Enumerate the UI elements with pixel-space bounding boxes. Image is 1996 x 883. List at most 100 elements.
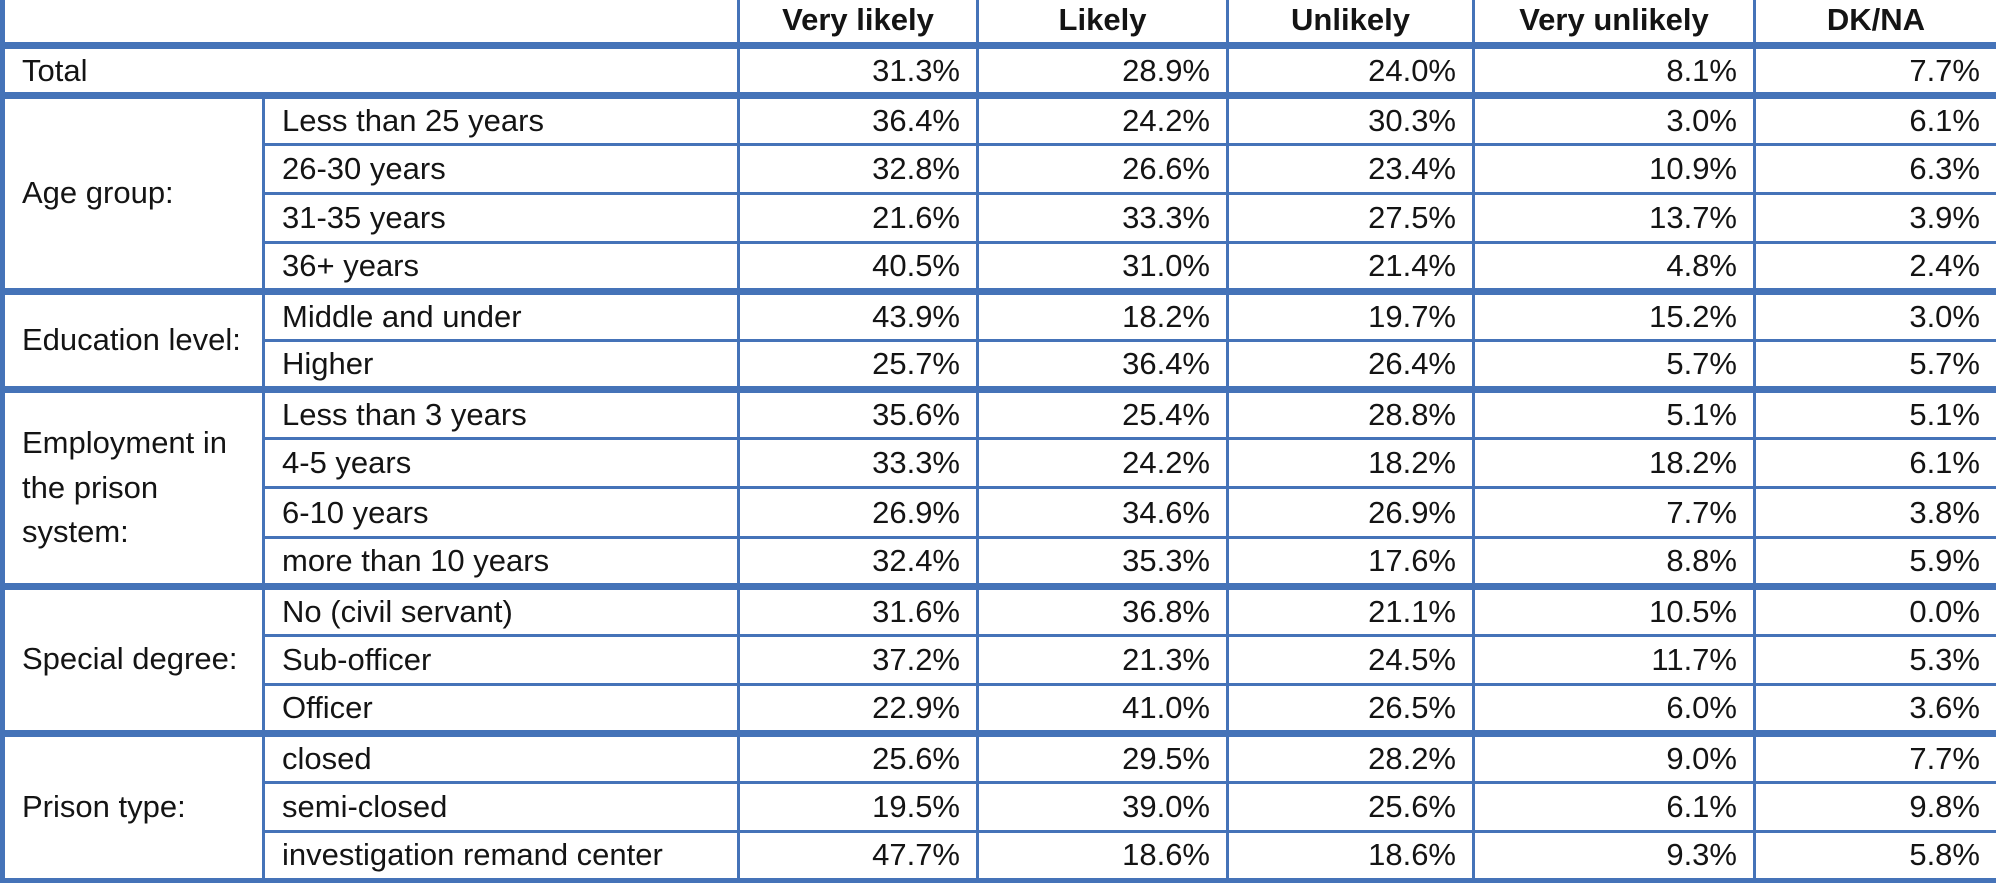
total-label: Total [1,41,740,100]
value-cell: 21.6% [737,192,979,245]
table-row: 31-35 years 21.6% 33.3% 27.5% 13.7% 3.9% [3,192,1996,245]
row-label: more than 10 years [262,535,740,588]
value-cell: 26.5% [1226,682,1475,735]
table-row: 36+ years 40.5% 31.0% 21.4% 4.8% 2.4% [3,241,1996,294]
value-cell: 3.8% [1753,486,1996,539]
value-cell: 6.0% [1472,682,1756,735]
table-row: Employment in the prison system: Less tha… [1,386,1996,588]
value-cell: 25.4% [976,386,1229,441]
value-cell: 5.1% [1472,386,1756,441]
value-cell: 26.9% [1226,486,1475,539]
value-cell: 18.6% [1226,829,1475,883]
table-row: Sub-officer 37.2% 21.3% 24.5% 11.7% 5.3% [3,633,1996,686]
value-cell: 5.7% [1753,339,1996,392]
table-row: Age group: Less than 25 years 36.4% 24.2% 30… [1,92,1996,294]
value-cell: 5.1% [1753,386,1996,441]
value-cell: 19.7% [1226,288,1475,343]
value-cell: 6.3% [1753,143,1996,196]
column-header-very-likely: Very likely [737,0,979,49]
value-cell: 8.8% [1472,535,1756,588]
value-cell: 33.3% [737,437,979,490]
group-label: Education level: [1,288,265,392]
table-row: investigation remand center 47.7% 18.6% 18.… [3,829,1996,883]
row-label: 6-10 years [262,486,740,539]
value-cell: 26.6% [976,143,1229,196]
value-cell: 25.6% [1226,780,1475,833]
value-cell: 10.5% [1472,582,1756,637]
row-label: Sub-officer [262,633,740,686]
value-cell: 24.2% [976,437,1229,490]
value-cell: 10.9% [1472,143,1756,196]
total-value-cell: 28.9% [976,41,1229,100]
table-row: more than 10 years 32.4% 35.3% 17.6% 8.8% 5.9… [3,535,1996,588]
row-label: closed [262,729,740,784]
value-cell: 31.6% [737,582,979,637]
value-cell: 9.8% [1753,780,1996,833]
group-label: Special degree: [1,582,265,735]
value-cell: 37.2% [737,633,979,686]
total-value-cell: 8.1% [1472,41,1756,100]
value-cell: 30.3% [1226,92,1475,147]
row-label: Higher [262,339,740,392]
value-cell: 15.2% [1472,288,1756,343]
value-cell: 36.8% [976,582,1229,637]
row-label: investigation remand center [262,829,740,883]
value-cell: 3.6% [1753,682,1996,735]
row-label: 31-35 years [262,192,740,245]
value-cell: 3.0% [1753,288,1996,343]
table-row: Higher 25.7% 36.4% 26.4% 5.7% 5.7% [3,339,1996,392]
value-cell: 25.7% [737,339,979,392]
value-cell: 21.4% [1226,241,1475,294]
value-cell: 5.3% [1753,633,1996,686]
value-cell: 13.7% [1472,192,1756,245]
column-header-likely: Likely [976,0,1229,49]
value-cell: 6.1% [1753,92,1996,147]
table-row: 6-10 years 26.9% 34.6% 26.9% 7.7% 3.8% [3,486,1996,539]
column-header-dk-na: DK/NA [1753,0,1996,49]
value-cell: 36.4% [737,92,979,147]
value-cell: 5.8% [1753,829,1996,883]
value-cell: 19.5% [737,780,979,833]
table-row: Prison type: closed 25.6% 29.5% 28.2% 9.0% 7.7… [1,729,1996,883]
value-cell: 26.9% [737,486,979,539]
value-cell: 5.9% [1753,535,1996,588]
value-cell: 18.2% [1226,437,1475,490]
row-label: 26-30 years [262,143,740,196]
table-body: Total 31.3% 28.9% 24.0% 8.1% 7.7% Age group: Le… [1,41,1996,883]
value-cell: 31.0% [976,241,1229,294]
table-row: 26-30 years 32.8% 26.6% 23.4% 10.9% 6.3% [3,143,1996,196]
value-cell: 23.4% [1226,143,1475,196]
row-label: Officer [262,682,740,735]
value-cell: 2.4% [1753,241,1996,294]
total-value-cell: 31.3% [737,41,979,100]
value-cell: 22.9% [737,682,979,735]
value-cell: 6.1% [1753,437,1996,490]
group-label: Prison type: [1,729,265,883]
value-cell: 32.4% [737,535,979,588]
group-label: Age group: [1,92,265,294]
value-cell: 18.6% [976,829,1229,883]
row-label: Less than 3 years [262,386,740,441]
value-cell: 35.3% [976,535,1229,588]
value-cell: 33.3% [976,192,1229,245]
value-cell: 0.0% [1753,582,1996,637]
stub-header-cell [1,0,740,49]
column-header-unlikely: Unlikely [1226,0,1475,49]
table-row: Officer 22.9% 41.0% 26.5% 6.0% 3.6% [3,682,1996,735]
value-cell: 9.0% [1472,729,1756,784]
total-row: Total 31.3% 28.9% 24.0% 8.1% 7.7% [1,41,1996,100]
value-cell: 39.0% [976,780,1229,833]
row-label: Less than 25 years [262,92,740,147]
row-label: 36+ years [262,241,740,294]
value-cell: 29.5% [976,729,1229,784]
value-cell: 24.2% [976,92,1229,147]
value-cell: 17.6% [1226,535,1475,588]
value-cell: 18.2% [976,288,1229,343]
column-header-very-unlikely: Very unlikely [1472,0,1756,49]
value-cell: 21.3% [976,633,1229,686]
value-cell: 18.2% [1472,437,1756,490]
value-cell: 9.3% [1472,829,1756,883]
value-cell: 26.4% [1226,339,1475,392]
value-cell: 40.5% [737,241,979,294]
